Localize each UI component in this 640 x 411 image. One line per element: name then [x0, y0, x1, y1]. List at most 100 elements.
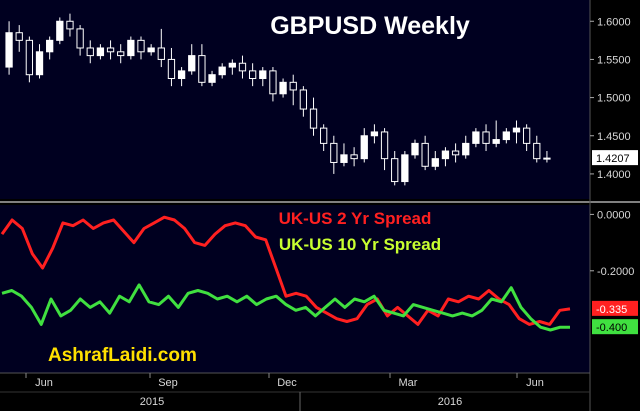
candle: [177, 67, 186, 87]
candle-body: [259, 70, 267, 80]
candle-body: [391, 158, 399, 183]
candle-body: [167, 58, 176, 80]
candle: [512, 120, 521, 144]
candle: [411, 139, 419, 159]
candle: [330, 135, 338, 174]
candle-body: [147, 47, 155, 53]
time-tick-label: Jun: [526, 377, 544, 389]
candle: [320, 124, 328, 152]
candle-body: [472, 131, 480, 144]
candle: [106, 40, 115, 60]
candle: [441, 147, 450, 167]
candle: [472, 128, 480, 148]
candle: [492, 120, 500, 148]
candle-body: [228, 62, 236, 68]
candle: [289, 74, 297, 106]
series-end-label-10yr: -0.400: [596, 322, 627, 334]
price-tick-label: 1.4500: [597, 131, 631, 143]
candle-body: [96, 47, 105, 57]
candle: [462, 135, 470, 159]
candles: [5, 13, 551, 186]
candle: [482, 124, 490, 152]
series-line-uk-us-10yr: [1, 283, 570, 332]
candle: [370, 124, 379, 144]
legend-label-2yr: UK-US 2 Yr Spread: [279, 209, 432, 228]
candle: [147, 44, 155, 56]
year-label: 2016: [438, 396, 462, 408]
candle-body: [451, 150, 460, 156]
candle-body: [188, 55, 196, 72]
candle-body: [86, 47, 94, 57]
spread-axis: 0.0000 -0.2000: [590, 209, 634, 278]
candle-body: [340, 154, 348, 163]
last-price-badge: 1.4207: [592, 150, 638, 166]
price-tick-label: 1.6000: [597, 16, 631, 28]
candle: [269, 67, 277, 102]
last-price-label: 1.4207: [596, 153, 630, 165]
candle-body: [117, 51, 125, 57]
series-end-badge-10yr: -0.400: [592, 319, 638, 335]
candle: [299, 86, 308, 117]
candle: [208, 70, 216, 87]
candle: [502, 128, 510, 144]
candle: [309, 97, 318, 136]
candle: [238, 55, 247, 79]
candle: [198, 44, 206, 87]
series-end-box-2yr: [592, 300, 638, 316]
candle-body: [309, 108, 318, 129]
candle: [401, 151, 409, 186]
candle: [340, 143, 348, 167]
candle-body: [320, 127, 328, 144]
candle: [46, 36, 54, 60]
candle-body: [543, 157, 551, 160]
spread-panel-background: [0, 205, 590, 373]
time-tick-label: Dec: [277, 377, 297, 389]
candle: [188, 44, 196, 75]
price-tick-label: 1.5500: [597, 54, 631, 66]
price-tick-label: 1.4000: [597, 169, 631, 181]
candle-body: [208, 74, 216, 83]
candle: [522, 124, 531, 152]
last-price-box: [592, 150, 638, 166]
candle: [279, 78, 287, 98]
legend-label-10yr: UK-US 10 Yr Spread: [279, 235, 441, 254]
candle: [5, 21, 13, 75]
candle: [421, 135, 429, 171]
candle-body: [198, 55, 206, 83]
candle-body: [127, 39, 135, 57]
candle: [157, 28, 165, 68]
candle: [431, 151, 439, 171]
candle: [15, 25, 23, 52]
candle-body: [238, 62, 247, 72]
candle: [76, 25, 84, 56]
candle-body: [289, 81, 297, 91]
candle-body: [421, 142, 429, 167]
candle: [259, 67, 267, 87]
candle: [380, 128, 389, 171]
series-end-box-10yr: [592, 319, 638, 335]
candle-body: [462, 142, 470, 156]
price-panel-background: [0, 0, 590, 199]
candle-body: [380, 131, 389, 160]
candle-body: [269, 70, 277, 95]
candle: [117, 44, 125, 64]
series-end-label-2yr: -0.335: [596, 304, 627, 316]
candle-body: [279, 81, 287, 95]
candle: [25, 36, 34, 83]
spread-tick-label: -0.2000: [597, 266, 634, 278]
candle: [137, 36, 145, 60]
time-axis: Jun Sep Dec Mar Jun 2015 2016: [25, 373, 544, 411]
candle-body: [56, 20, 64, 41]
series-line-uk-us-2yr: [0, 215, 571, 326]
candle-body: [299, 89, 308, 110]
time-tick-label: Jun: [35, 377, 53, 389]
chart-title: GBPUSD Weekly: [270, 12, 470, 40]
candle: [86, 40, 94, 64]
candle: [391, 151, 399, 186]
candle: [35, 44, 44, 79]
candle: [451, 143, 460, 163]
candle: [533, 135, 541, 163]
candle-body: [522, 127, 531, 144]
candle-body: [46, 39, 54, 53]
price-tick-label: 1.5000: [597, 93, 631, 105]
